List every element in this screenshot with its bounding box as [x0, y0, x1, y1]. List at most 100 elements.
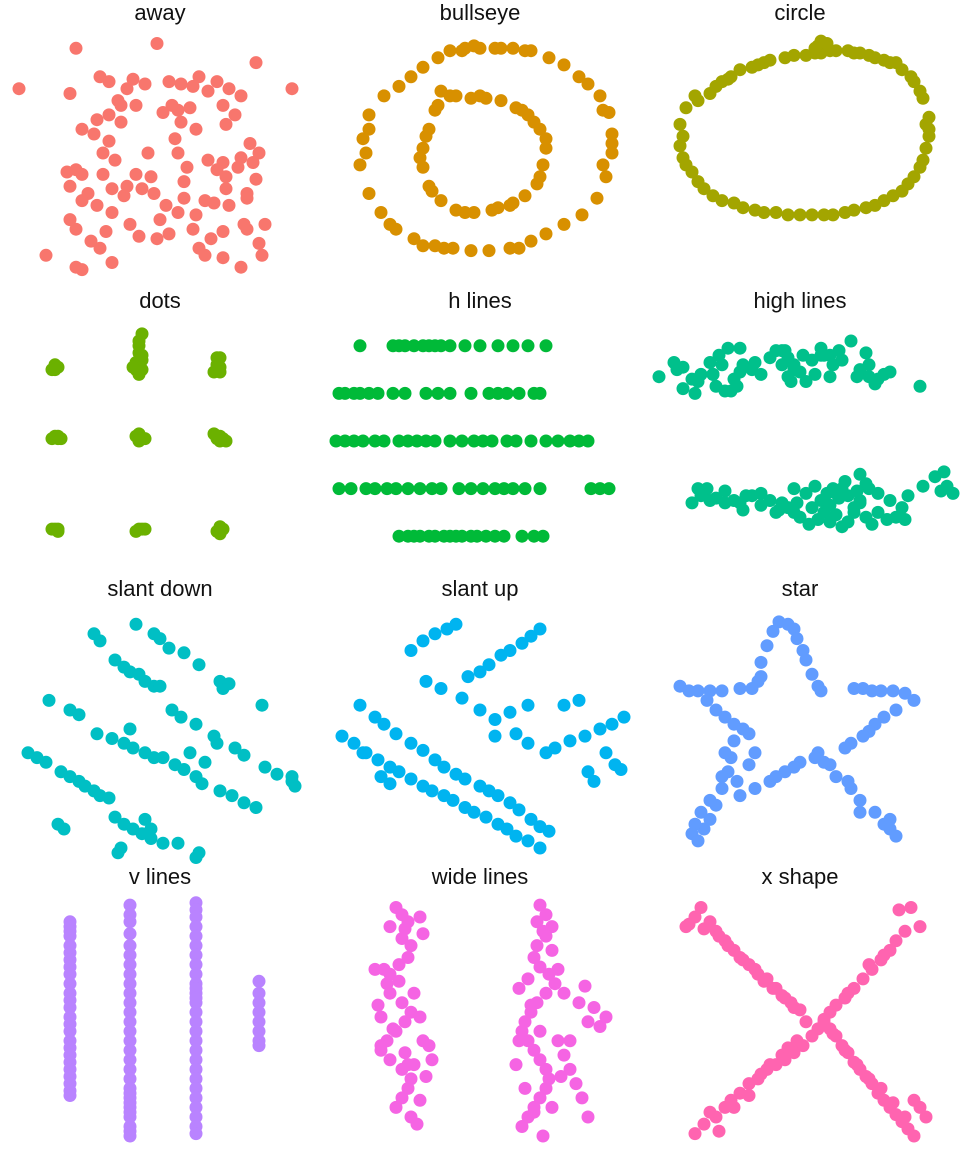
data-point — [392, 79, 406, 93]
data-point — [383, 217, 397, 231]
data-point — [506, 196, 520, 210]
data-point — [503, 705, 517, 719]
data-point — [853, 793, 867, 807]
data-point — [482, 386, 496, 400]
data-point — [192, 70, 206, 84]
data-point — [718, 484, 732, 498]
data-point — [383, 777, 397, 791]
data-point — [512, 981, 526, 995]
data-point — [138, 522, 152, 536]
data-point — [554, 1070, 568, 1083]
panel-plot-area — [679, 901, 933, 1143]
data-point — [93, 634, 107, 648]
data-point — [368, 962, 382, 976]
data-point — [533, 898, 547, 912]
data-point — [521, 698, 535, 712]
data-point — [258, 217, 272, 231]
panel-high-lines: high lines — [640, 288, 960, 576]
data-point — [721, 341, 735, 355]
data-point — [527, 1105, 541, 1119]
data-point — [808, 41, 822, 55]
data-point — [814, 684, 828, 698]
data-point — [898, 513, 912, 526]
data-point — [165, 703, 179, 717]
panel-title: slant down — [107, 576, 213, 601]
data-point — [787, 760, 801, 774]
data-point — [156, 751, 170, 765]
data-point — [401, 482, 415, 496]
data-point — [817, 505, 831, 519]
data-point — [422, 1039, 436, 1053]
data-point — [913, 160, 927, 174]
data-point — [536, 924, 550, 938]
data-point — [853, 46, 867, 60]
data-point — [805, 501, 819, 515]
data-point — [488, 482, 502, 496]
data-point — [371, 753, 385, 767]
panel-plot-area — [45, 327, 233, 541]
data-point — [428, 627, 442, 641]
data-point — [90, 198, 104, 212]
data-point — [252, 236, 266, 250]
data-point — [404, 644, 418, 657]
data-point — [132, 434, 146, 448]
data-point — [138, 77, 152, 91]
data-point — [252, 146, 266, 160]
data-point — [63, 87, 77, 100]
panel-circle: circle — [640, 0, 960, 288]
data-point — [524, 812, 538, 826]
data-point — [476, 434, 490, 448]
data-point — [458, 772, 472, 786]
panel-wide-lines: wide lines — [320, 864, 640, 1152]
data-point — [494, 94, 508, 108]
data-point — [392, 974, 406, 988]
data-point — [733, 496, 747, 510]
data-point — [126, 741, 140, 755]
data-point — [733, 63, 747, 77]
data-point — [428, 753, 442, 767]
data-point — [775, 358, 789, 372]
data-point — [243, 137, 257, 150]
data-point — [889, 934, 903, 948]
data-point — [413, 151, 427, 165]
data-point — [189, 1072, 203, 1086]
data-point — [96, 146, 110, 160]
data-point — [431, 51, 445, 65]
data-point — [359, 146, 373, 160]
data-point — [362, 122, 376, 136]
data-point — [168, 132, 182, 146]
data-point — [225, 789, 239, 803]
data-point — [497, 482, 511, 496]
data-point — [509, 727, 523, 741]
data-point — [742, 727, 756, 741]
panel-title: high lines — [753, 288, 847, 313]
data-point — [853, 467, 867, 481]
data-point — [506, 482, 520, 496]
data-point — [808, 367, 822, 381]
data-point — [799, 375, 813, 388]
data-point — [676, 382, 690, 396]
data-point — [488, 729, 502, 743]
data-point — [694, 489, 708, 503]
data-point — [347, 434, 361, 448]
data-point — [464, 244, 478, 258]
data-point — [703, 356, 717, 369]
data-point — [691, 375, 705, 388]
data-point — [856, 729, 870, 743]
data-point — [862, 358, 876, 372]
data-point — [883, 56, 897, 70]
data-point — [862, 958, 876, 972]
data-point — [222, 198, 236, 212]
data-point — [249, 801, 263, 814]
data-point — [865, 517, 879, 531]
data-point — [42, 693, 56, 707]
data-point — [524, 434, 538, 448]
data-point — [120, 82, 134, 96]
data-point — [799, 486, 813, 500]
data-point — [847, 682, 861, 695]
data-point — [673, 117, 687, 131]
data-point — [760, 639, 774, 653]
data-point — [916, 479, 930, 493]
data-point — [766, 624, 780, 638]
